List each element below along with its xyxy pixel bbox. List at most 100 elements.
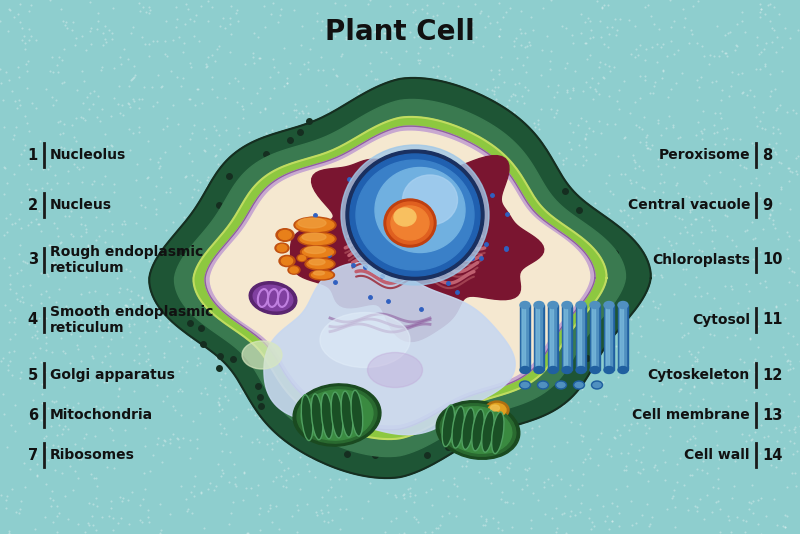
Point (697, 343, 710, 351)
Point (106, 426, 118, 434)
Point (455, 271, 468, 279)
Point (572, 317, 585, 326)
Point (268, 408, 281, 417)
Point (510, 325, 522, 333)
Point (548, 441, 561, 450)
Point (341, 79, 354, 88)
Point (374, 361, 386, 370)
Point (270, 140, 283, 149)
Point (202, 17, 214, 25)
Point (618, 307, 630, 316)
Point (721, 211, 734, 220)
Point (503, 167, 516, 176)
Point (144, 467, 157, 476)
Point (531, 179, 544, 187)
Point (769, 256, 782, 265)
Point (597, 324, 610, 332)
Point (374, 134, 387, 142)
Point (695, 247, 708, 256)
Point (410, 198, 423, 206)
Point (598, 60, 611, 68)
Point (274, 434, 286, 443)
Point (615, 239, 628, 247)
Point (57, 425, 70, 433)
Point (396, 320, 409, 329)
Point (764, 209, 777, 218)
Point (778, 523, 791, 531)
Point (369, 365, 382, 373)
Point (759, 10, 772, 19)
Point (715, 96, 728, 104)
Point (579, 17, 592, 26)
Point (41, 178, 54, 187)
Point (300, 459, 313, 468)
Point (708, 294, 721, 302)
Point (54, 130, 66, 138)
Point (133, 350, 146, 359)
Point (628, 155, 641, 164)
Polygon shape (194, 117, 606, 439)
Point (361, 254, 374, 262)
Point (618, 218, 630, 226)
Point (686, 30, 698, 38)
Point (305, 391, 318, 399)
Point (657, 233, 670, 242)
Point (302, 57, 314, 66)
Point (212, 276, 225, 285)
Point (750, 122, 763, 131)
Point (580, 39, 593, 48)
Point (514, 294, 527, 302)
Point (703, 59, 716, 68)
Point (437, 282, 450, 290)
Point (177, 74, 190, 83)
Point (83, 88, 96, 97)
Point (27, 146, 40, 154)
Point (350, 435, 363, 444)
Point (501, 374, 514, 383)
Point (46, 517, 59, 526)
Point (483, 272, 496, 281)
Point (11, 10, 24, 18)
Point (85, 325, 98, 334)
Point (434, 342, 446, 351)
Point (202, 278, 214, 286)
Point (488, 129, 501, 138)
Point (369, 26, 382, 35)
Point (150, 380, 163, 389)
Point (574, 507, 586, 516)
Point (329, 0, 342, 7)
Point (696, 465, 709, 474)
Point (102, 26, 115, 35)
Point (628, 53, 641, 61)
Point (492, 32, 505, 41)
Point (528, 265, 541, 274)
Point (378, 117, 391, 125)
Point (404, 403, 417, 411)
Point (665, 22, 678, 31)
Point (38, 368, 51, 376)
Point (469, 420, 482, 429)
Ellipse shape (298, 232, 336, 246)
Ellipse shape (490, 405, 499, 411)
Point (40, 333, 53, 341)
Point (202, 173, 214, 182)
Point (118, 219, 131, 228)
Point (768, 371, 781, 379)
Point (225, 2, 238, 10)
Point (770, 150, 782, 158)
Point (408, 172, 421, 180)
Point (394, 139, 407, 147)
Point (534, 257, 547, 265)
Point (108, 464, 121, 473)
Point (437, 475, 450, 484)
Point (602, 209, 615, 217)
Point (544, 57, 557, 65)
Point (119, 264, 132, 273)
Point (69, 41, 82, 49)
Point (122, 496, 134, 504)
Point (678, 223, 691, 231)
Point (640, 219, 653, 227)
Point (188, 100, 201, 109)
Point (90, 248, 102, 256)
Point (510, 96, 523, 105)
